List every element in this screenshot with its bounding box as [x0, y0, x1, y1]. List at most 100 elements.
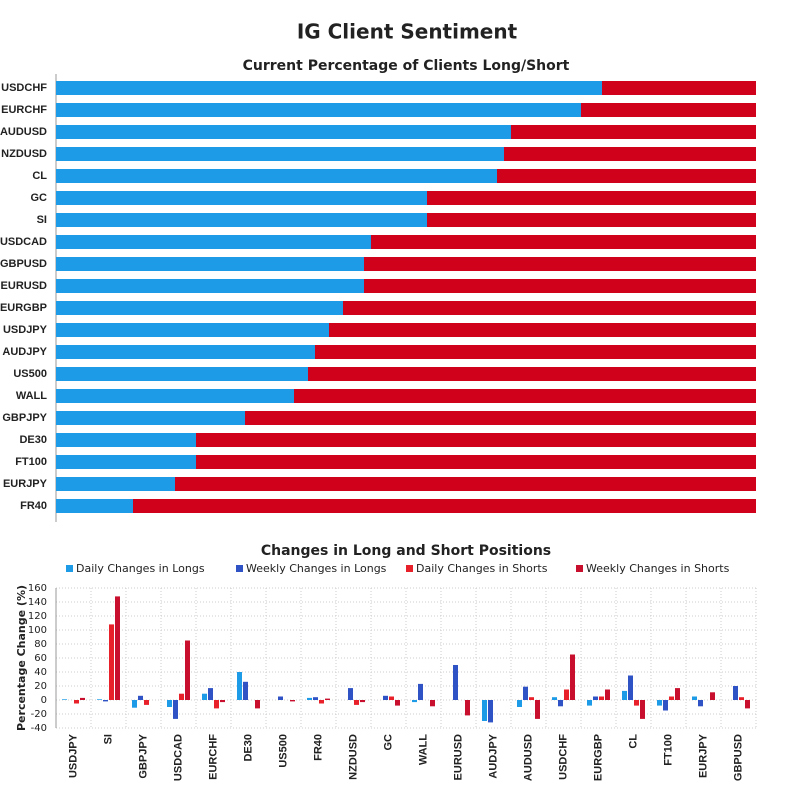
- bar: [535, 700, 540, 719]
- bar: [56, 389, 294, 403]
- bar: [56, 191, 427, 205]
- bar: [56, 235, 371, 249]
- bar: [602, 81, 756, 95]
- bar: [669, 696, 674, 700]
- y-tick-label: DE30: [19, 434, 47, 446]
- bar: [56, 125, 511, 139]
- x-tick-label: USDJPY: [67, 733, 79, 778]
- bar: [360, 700, 365, 703]
- y-tick-label: FT100: [15, 456, 47, 468]
- bar: [523, 686, 528, 700]
- bar: [325, 698, 330, 700]
- bar: [354, 700, 359, 705]
- bar: [675, 688, 680, 700]
- bar: [56, 499, 133, 513]
- bar: [427, 191, 756, 205]
- bar: [348, 688, 353, 700]
- bar: [371, 235, 756, 249]
- bar: [308, 367, 756, 381]
- bar: [581, 103, 756, 117]
- bar: [115, 596, 120, 700]
- bar: [255, 700, 260, 709]
- chart-title: Current Percentage of Clients Long/Short: [243, 58, 570, 74]
- bar: [313, 697, 318, 700]
- bar: [103, 700, 108, 702]
- y-tick-label: EURGBP: [0, 302, 47, 314]
- bar: [290, 700, 295, 702]
- y-tick-label: USDJPY: [3, 324, 48, 336]
- bar: [56, 477, 175, 491]
- x-tick-label: EURCHF: [207, 734, 219, 780]
- x-tick-label: CL: [627, 734, 639, 749]
- bar: [622, 690, 627, 700]
- bar: [552, 697, 557, 700]
- y-tick-label: WALL: [16, 390, 47, 402]
- x-tick-label: DE30: [242, 734, 254, 762]
- y-tick-label: 0: [41, 695, 47, 706]
- x-tick-label: FR40: [312, 734, 324, 761]
- y-tick-label: US500: [13, 368, 47, 380]
- bar: [144, 700, 149, 705]
- bar: [62, 699, 67, 700]
- bar: [138, 695, 143, 700]
- bar: [208, 688, 213, 700]
- legend-swatch: [236, 565, 243, 572]
- bar: [663, 700, 668, 711]
- page-title: IG Client Sentiment: [297, 20, 518, 44]
- y-tick-label: 100: [28, 625, 47, 636]
- bar: [587, 700, 592, 706]
- x-tick-label: US500: [277, 734, 289, 768]
- bar: [80, 697, 85, 700]
- x-tick-label: GBPJPY: [137, 733, 149, 778]
- bar: [599, 696, 604, 700]
- bar: [640, 700, 645, 719]
- bar: [56, 213, 427, 227]
- bar: [56, 367, 308, 381]
- bar: [698, 700, 703, 707]
- bar: [529, 697, 534, 700]
- y-tick-label: USDCHF: [1, 82, 47, 94]
- legend-swatch: [406, 565, 413, 572]
- x-tick-label: EURJPY: [697, 733, 709, 778]
- legend-swatch: [66, 565, 73, 572]
- bar: [465, 700, 470, 716]
- bar: [418, 683, 423, 700]
- bar: [56, 103, 581, 117]
- bar: [175, 477, 756, 491]
- x-tick-label: EURGBP: [592, 734, 604, 781]
- bar: [278, 696, 283, 700]
- y-tick-label: 20: [34, 681, 47, 692]
- bar: [173, 700, 178, 719]
- y-tick-label: FR40: [20, 500, 47, 512]
- x-tick-label: AUDJPY: [487, 733, 499, 778]
- y-tick-label: AUDUSD: [0, 126, 47, 138]
- y-tick-label: -40: [31, 723, 47, 734]
- y-tick-label: SI: [37, 214, 47, 226]
- bar: [294, 389, 756, 403]
- bar: [412, 700, 417, 703]
- bar: [167, 700, 172, 707]
- bar: [109, 624, 114, 700]
- bar: [745, 700, 750, 709]
- bar: [364, 279, 756, 293]
- bar: [56, 301, 343, 315]
- legend-label: Weekly Changes in Longs: [246, 562, 387, 575]
- bar: [315, 345, 756, 359]
- bar: [710, 692, 715, 700]
- y-tick-label: EURCHF: [1, 104, 47, 116]
- y-tick-label: GBPUSD: [0, 258, 47, 270]
- bar: [329, 323, 756, 337]
- bar: [237, 672, 242, 700]
- x-tick-label: USDCAD: [172, 734, 184, 781]
- bar: [56, 81, 602, 95]
- bar: [56, 147, 504, 161]
- bar: [220, 700, 225, 703]
- bar: [133, 499, 756, 513]
- bar: [692, 696, 697, 700]
- bar: [74, 700, 79, 704]
- bar: [56, 411, 245, 425]
- bar: [56, 279, 364, 293]
- bar: [343, 301, 756, 315]
- x-tick-label: GC: [382, 734, 394, 751]
